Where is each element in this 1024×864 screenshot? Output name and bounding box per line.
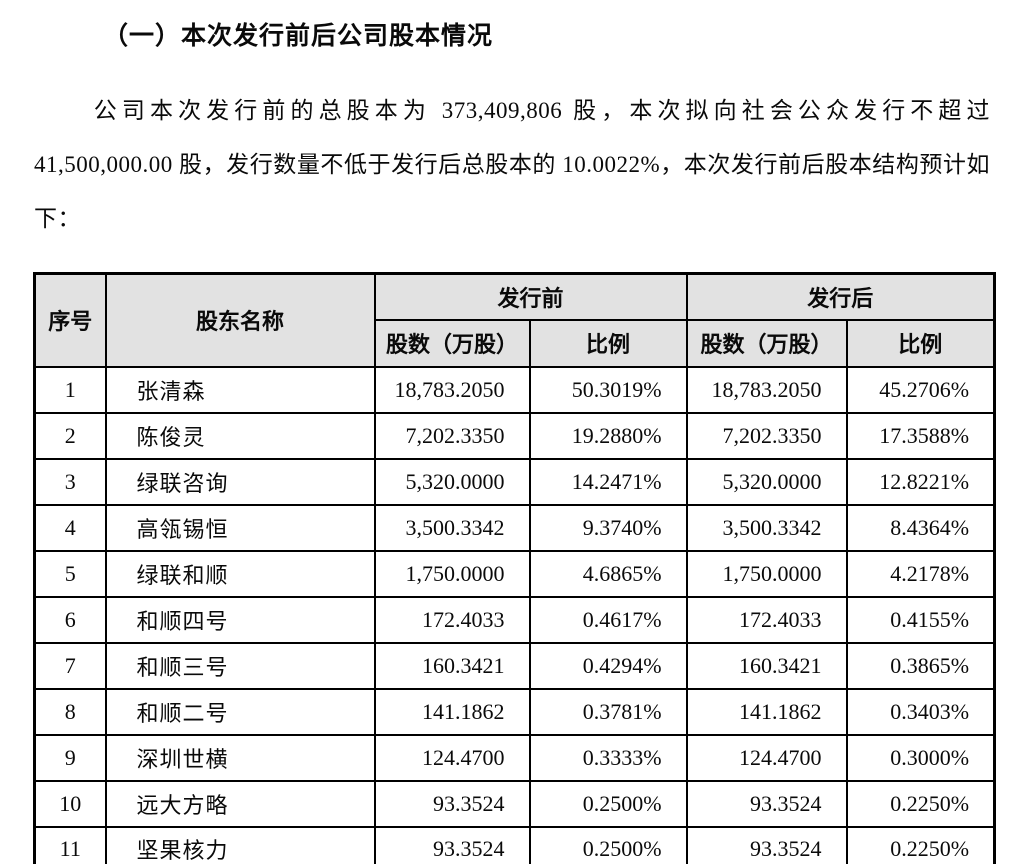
table-row: 4 高瓴锡恒 3,500.3342 9.3740% 3,500.3342 8.4… <box>33 503 996 552</box>
cell-post-shares: 5,320.0000 <box>685 457 848 506</box>
cell-pre-ratio: 0.4617% <box>528 595 688 644</box>
cell-shareholder-name: 和顺二号 <box>104 687 376 736</box>
cell-shareholder-name: 绿联咨询 <box>104 457 376 506</box>
cell-pre-shares: 5,320.0000 <box>373 457 531 506</box>
cell-shareholder-name: 远大方略 <box>104 779 376 828</box>
cell-pre-shares: 141.1862 <box>373 687 531 736</box>
col-header-pre-ratio: 比例 <box>528 318 688 368</box>
cell-index: 4 <box>33 503 107 552</box>
table-row: 2 陈俊灵 7,202.3350 19.2880% 7,202.3350 17.… <box>33 411 996 460</box>
table-row: 3 绿联咨询 5,320.0000 14.2471% 5,320.0000 12… <box>33 457 996 506</box>
cell-pre-ratio: 0.3781% <box>528 687 688 736</box>
table-row: 10 远大方略 93.3524 0.2500% 93.3524 0.2250% <box>33 779 996 828</box>
cell-shareholder-name: 张清森 <box>104 365 376 414</box>
cell-index: 5 <box>33 549 107 598</box>
cell-pre-ratio: 0.2500% <box>528 779 688 828</box>
cell-post-ratio: 0.3000% <box>845 733 996 782</box>
cell-post-shares: 93.3524 <box>685 779 848 828</box>
table-row: 8 和顺二号 141.1862 0.3781% 141.1862 0.3403% <box>33 687 996 736</box>
cell-index: 1 <box>33 365 107 414</box>
cell-index: 2 <box>33 411 107 460</box>
cell-post-ratio: 45.2706% <box>845 365 996 414</box>
cell-post-shares: 141.1862 <box>685 687 848 736</box>
table-row: 6 和顺四号 172.4033 0.4617% 172.4033 0.4155% <box>33 595 996 644</box>
cell-post-ratio: 0.2250% <box>845 779 996 828</box>
col-header-name: 股东名称 <box>104 272 376 368</box>
cell-pre-shares: 93.3524 <box>373 825 531 864</box>
cell-shareholder-name: 深圳世横 <box>104 733 376 782</box>
cell-pre-ratio: 9.3740% <box>528 503 688 552</box>
cell-pre-ratio: 14.2471% <box>528 457 688 506</box>
cell-post-shares: 160.3421 <box>685 641 848 690</box>
cell-post-shares: 172.4033 <box>685 595 848 644</box>
cell-post-ratio: 17.3588% <box>845 411 996 460</box>
cell-post-shares: 7,202.3350 <box>685 411 848 460</box>
col-header-index: 序号 <box>33 272 107 368</box>
cell-pre-shares: 18,783.2050 <box>373 365 531 414</box>
cell-post-ratio: 0.3865% <box>845 641 996 690</box>
cell-pre-ratio: 0.3333% <box>528 733 688 782</box>
cell-post-shares: 1,750.0000 <box>685 549 848 598</box>
cell-post-shares: 3,500.3342 <box>685 503 848 552</box>
cell-post-ratio: 4.2178% <box>845 549 996 598</box>
cell-post-ratio: 8.4364% <box>845 503 996 552</box>
col-header-pre: 发行前 <box>373 272 688 321</box>
cell-post-ratio: 0.2250% <box>845 825 996 864</box>
cell-shareholder-name: 陈俊灵 <box>104 411 376 460</box>
table-row: 1 张清森 18,783.2050 50.3019% 18,783.2050 4… <box>33 365 996 414</box>
cell-shareholder-name: 坚果核力 <box>104 825 376 864</box>
cell-index: 3 <box>33 457 107 506</box>
table-row: 11 坚果核力 93.3524 0.2500% 93.3524 0.2250% <box>33 825 996 864</box>
cell-shareholder-name: 和顺三号 <box>104 641 376 690</box>
cell-index: 10 <box>33 779 107 828</box>
cell-pre-shares: 124.4700 <box>373 733 531 782</box>
cell-post-shares: 93.3524 <box>685 825 848 864</box>
intro-paragraph: 公司本次发行前的总股本为 373,409,806 股，本次拟向社会公众发行不超过… <box>34 98 990 231</box>
cell-pre-ratio: 19.2880% <box>528 411 688 460</box>
cell-shareholder-name: 高瓴锡恒 <box>104 503 376 552</box>
share-structure-table: 序号 股东名称 发行前 发行后 股数（万股） 比例 股数（万股） 比例 1 张清… <box>33 272 997 864</box>
cell-post-shares: 124.4700 <box>685 733 848 782</box>
section-title: （一）本次发行前后公司股本情况 <box>103 22 494 50</box>
cell-shareholder-name: 和顺四号 <box>104 595 376 644</box>
table-row: 5 绿联和顺 1,750.0000 4.6865% 1,750.0000 4.2… <box>33 549 996 598</box>
cell-post-ratio: 0.4155% <box>845 595 996 644</box>
cell-pre-ratio: 50.3019% <box>528 365 688 414</box>
cell-index: 7 <box>33 641 107 690</box>
cell-index: 8 <box>33 687 107 736</box>
cell-pre-shares: 172.4033 <box>373 595 531 644</box>
cell-pre-ratio: 0.2500% <box>528 825 688 864</box>
cell-pre-ratio: 0.4294% <box>528 641 688 690</box>
cell-pre-shares: 3,500.3342 <box>373 503 531 552</box>
cell-pre-shares: 1,750.0000 <box>373 549 531 598</box>
cell-post-ratio: 12.8221% <box>845 457 996 506</box>
col-header-pre-shares: 股数（万股） <box>373 318 531 368</box>
table-row: 7 和顺三号 160.3421 0.4294% 160.3421 0.3865% <box>33 641 996 690</box>
col-header-post: 发行后 <box>685 272 996 321</box>
cell-post-ratio: 0.3403% <box>845 687 996 736</box>
cell-index: 11 <box>33 825 107 864</box>
cell-pre-shares: 93.3524 <box>373 779 531 828</box>
cell-shareholder-name: 绿联和顺 <box>104 549 376 598</box>
cell-pre-shares: 7,202.3350 <box>373 411 531 460</box>
cell-index: 9 <box>33 733 107 782</box>
cell-post-shares: 18,783.2050 <box>685 365 848 414</box>
cell-index: 6 <box>33 595 107 644</box>
col-header-post-shares: 股数（万股） <box>685 318 848 368</box>
table-row: 9 深圳世横 124.4700 0.3333% 124.4700 0.3000% <box>33 733 996 782</box>
cell-pre-shares: 160.3421 <box>373 641 531 690</box>
col-header-post-ratio: 比例 <box>845 318 996 368</box>
cell-pre-ratio: 4.6865% <box>528 549 688 598</box>
